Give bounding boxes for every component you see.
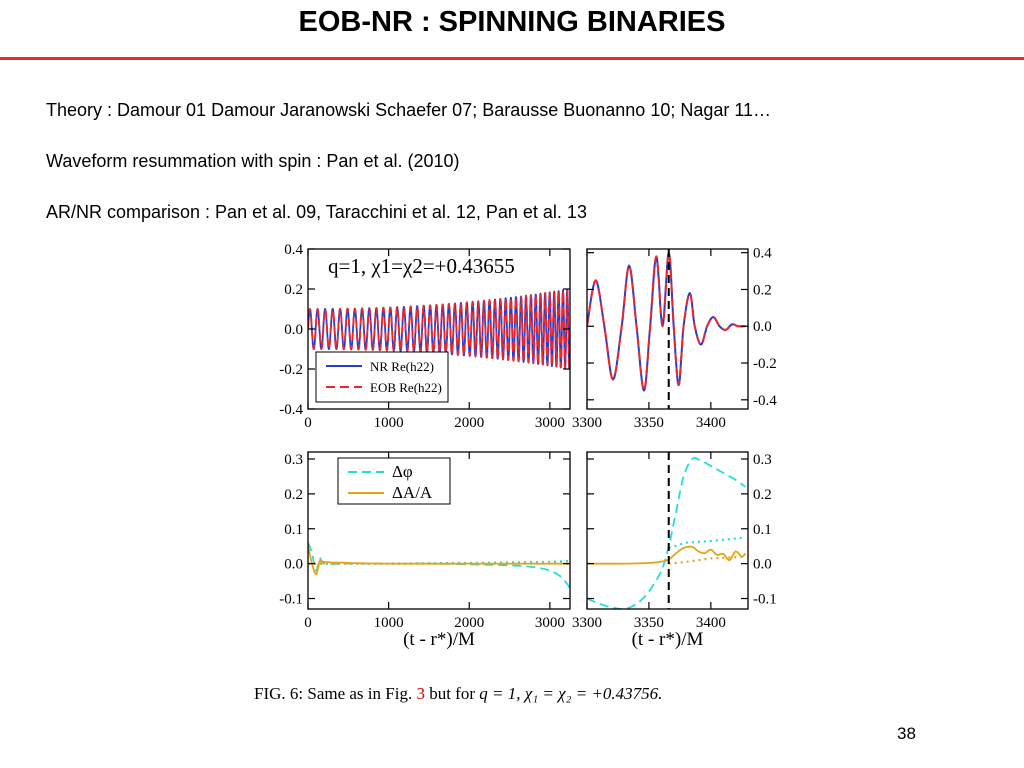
series-line-eob [308,288,570,370]
caption-math: q = 1, χ₁ = χ₂ = +0.43756. [479,684,663,703]
x-tick-label: 3300 [572,415,602,431]
series-line-dotted-3 [668,555,746,565]
y-tick-label: -0.4 [753,393,777,409]
y-tick-label: -0.1 [279,592,303,608]
panel-bottom-right: 3300 3350 3400 -0.1 0.0 0.1 0.2 0.3 (t - r*)/M [572,451,777,650]
plot-area-bottom-right [587,457,747,609]
series-line-eob-merger [587,251,746,392]
x-tick-label: 2000 [454,415,484,431]
x-axis-label: (t - r*)/M [632,629,704,650]
x-tick-label: 3000 [535,415,565,431]
legend-entry: ΔA/A [392,483,433,502]
panel-frame [586,248,749,410]
bullet-theory: Theory : Damour 01 Damour Jaranowski Sch… [46,100,772,120]
series-line-dphi [308,542,570,589]
x-tick-label: 1000 [374,415,404,431]
y-tick-label: 0.1 [753,522,772,538]
x-tick-label: 3350 [634,415,664,431]
x-tick-label: 0 [304,615,312,631]
y-tick-label: 0.3 [284,452,303,468]
slide-title: EOB-NR : SPINNING BINARIES [298,6,726,38]
plot-area-top-right [587,251,746,392]
series-line-dotted-2 [668,536,746,549]
y-tick-label: 0.2 [284,487,303,503]
page-number: 38 [897,724,916,743]
panel-top-left: 0 1000 2000 3000 -0.4 -0.2 0.0 0.2 0.4 q=1, χ1=χ2… [279,242,571,431]
legend-box [337,457,451,505]
x-tick-label: 3400 [696,615,726,631]
title-underline [0,57,1024,60]
x-tick-label: 3350 [634,615,664,631]
legend-entry: EOB Re(h22) [370,380,442,395]
panel-bottom-left: 0 1000 2000 3000 -0.1 0.0 0.1 0.2 0.3 (t - r*)/M Δ… [279,451,571,650]
series-line-dphi [587,457,747,609]
y-tick-label: 0.4 [284,242,303,258]
bullet-comparison: AR/NR comparison : Pan et al. 09, Taracc… [46,202,587,222]
plot-area-top-left [308,288,570,370]
y-tick-label: 0.3 [753,452,772,468]
legend-entry: Δφ [392,462,413,481]
caption-mid: but for [424,684,480,703]
x-axis-label: (t - r*)/M [403,629,475,650]
panel-annotation: q=1, χ1=χ2=+0.43655 [328,254,515,278]
y-tick-label: 0.0 [753,557,772,573]
plot-area-bottom-left [308,542,570,589]
y-tick-label: 0.2 [753,282,772,298]
legend-entry: NR Re(h22) [370,359,434,374]
legend-box [315,351,449,403]
y-tick-label: 0.1 [284,522,303,538]
x-tick-label: 1000 [374,615,404,631]
panel-frame [586,451,749,610]
series-line-damp [308,546,570,575]
x-tick-label: 3000 [535,615,565,631]
y-tick-label: -0.2 [753,356,777,372]
y-tick-label: 0.0 [284,557,303,573]
figure-caption: FIG. 6: Same as in Fig. 3 but for q = 1,… [254,684,662,704]
y-tick-label: 0.2 [284,282,303,298]
y-tick-label: -0.4 [279,402,303,418]
y-tick-label: 0.4 [753,246,772,262]
panel-top-right: 3300 3350 3400 -0.4 -0.2 0.0 0.2 0.4 [572,246,777,431]
panel-frame [307,451,571,610]
x-tick-label: 2000 [454,615,484,631]
y-tick-label: -0.1 [753,592,777,608]
bullet-waveform-resummation: Waveform resummation with spin : Pan et … [46,151,460,171]
x-tick-label: 3300 [572,615,602,631]
y-tick-label: -0.2 [279,362,303,378]
series-line-damp [587,545,747,565]
caption-prefix: FIG. 6: Same as in Fig. [254,684,417,703]
y-tick-label: 0.2 [753,487,772,503]
x-tick-label: 3400 [696,415,726,431]
caption-figure-ref[interactable]: 3 [416,684,425,703]
y-tick-label: 0.0 [753,319,772,335]
x-tick-label: 0 [304,415,312,431]
y-tick-label: 0.0 [284,322,303,338]
